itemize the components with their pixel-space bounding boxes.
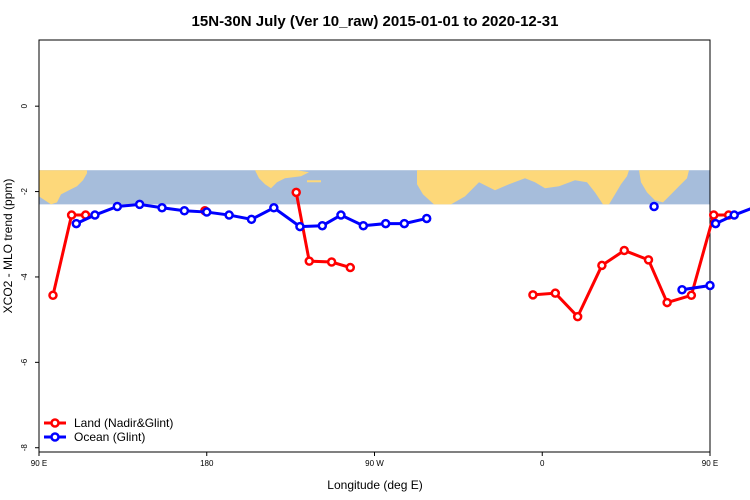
legend-label-0: Land (Nadir&Glint) [74,416,173,430]
series-0-point-3-7 [686,290,697,301]
series-1-point-0-10 [295,221,305,232]
series-0-line-3 [532,213,729,320]
x-axis-label: Longitude (deg E) [327,478,422,492]
y-axis: 0 -2 -4 -6 -8 [20,103,39,451]
series-1-point-0-6 [202,207,212,217]
map-land [39,170,689,205]
series-0-point-3-2 [572,311,583,322]
land-mass-3 [417,170,629,205]
series-1-point-0-0 [71,218,82,229]
series-1-point-0-3 [134,199,145,210]
series-0-point-3-6 [662,297,672,308]
series-1-point-0-13 [358,220,369,231]
y-tick-label-0: 0 [20,103,29,108]
series-1-point-0-2 [112,201,123,212]
x-tick-label-3: 0 [540,459,545,468]
legend-label-1: Ocean (Glint) [74,430,145,444]
series-1-point-0-9 [269,203,279,213]
series-1-point-0-5 [179,206,190,216]
y-tick-label-3: -6 [20,358,29,366]
y-axis-label: XCO2 - MLO trend (ppm) [1,179,15,314]
x-tick-label-1: 180 [200,459,214,468]
y-tick-label-2: -4 [20,273,29,281]
series-0-point-3-3 [597,260,607,271]
series-0-point-2-0 [291,187,301,198]
series-1-point-0-15 [399,218,410,229]
series-1-point-0-11 [317,220,328,231]
series-0-point-3-4 [619,245,630,256]
plot-frame [38,39,711,453]
map-band [39,170,710,205]
series-0-point-0-1 [66,210,77,220]
series-1-point-0-1 [90,210,100,220]
series-1-point-0-16 [421,213,432,224]
legend-marker-0 [50,418,60,428]
y-tick-label-4: -8 [20,444,29,452]
land-mass-4 [639,170,689,203]
x-tick-label-4: 90 E [702,459,718,468]
series-0-point-3-8 [708,210,719,220]
series-1-point-0-7 [224,210,234,220]
series-1-line-3 [714,207,750,225]
series-0-point-3-5 [643,255,654,265]
x-tick-label-0: 90 E [31,459,47,468]
series-1-point-1-0 [649,201,659,212]
series-0-point-2-1 [304,256,315,266]
land-mass-2 [307,180,321,183]
series-0-point-2-3 [345,262,356,273]
series-layer [48,187,750,322]
legend-marker-1 [50,432,60,442]
series-0 [48,187,734,322]
series-0-point-3-0 [528,290,538,300]
series-1-point-2-1 [705,280,715,291]
y-tick-label-1: -2 [20,187,29,195]
x-tick-label-2: 90 W [365,459,384,468]
series-1-point-0-12 [336,210,346,220]
series-1-point-2-0 [677,285,687,295]
series-1 [71,199,750,295]
series-0-line-0 [51,213,86,296]
chart-title: 15N-30N July (Ver 10_raw) 2015-01-01 to … [192,13,559,30]
series-1-point-0-8 [246,214,257,225]
series-1-point-3-1 [729,210,739,220]
series-1-point-0-14 [380,218,391,229]
series-0-point-0-0 [48,290,58,301]
series-1-point-3-0 [710,218,721,229]
land-mass-1 [255,170,309,189]
series-0-point-2-2 [326,257,337,267]
series-0-point-3-1 [550,288,561,298]
land-mass-0 [39,170,87,205]
legend: Land (Nadir&Glint)Ocean (Glint) [44,416,173,444]
series-1-point-0-4 [157,203,167,213]
